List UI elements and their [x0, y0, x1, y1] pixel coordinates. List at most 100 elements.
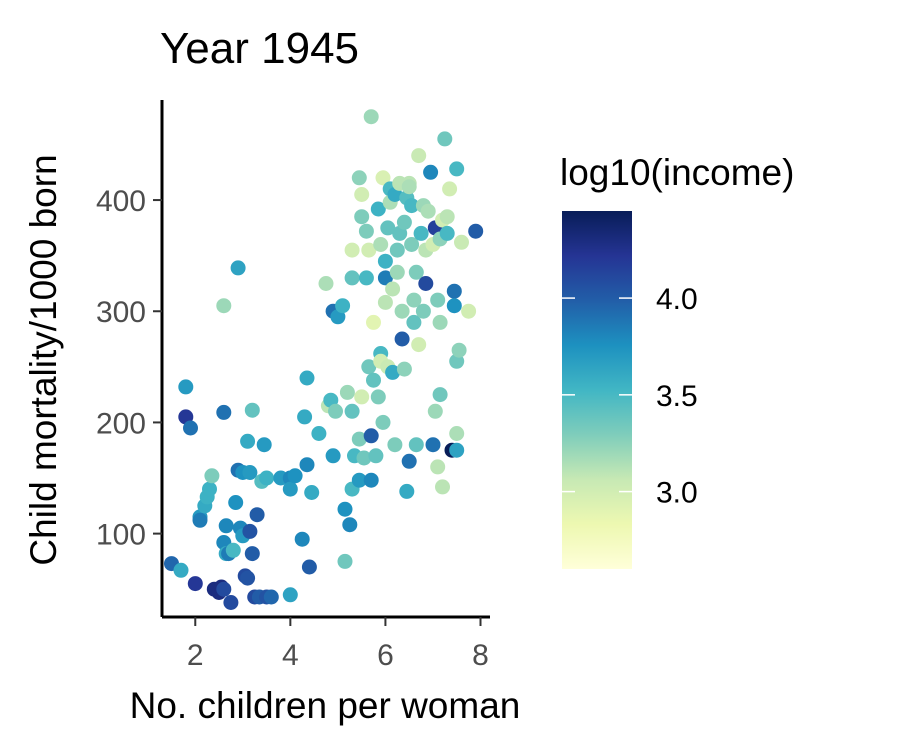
data-point [319, 276, 334, 291]
data-point [452, 343, 467, 358]
data-point [411, 337, 426, 352]
data-point [397, 362, 412, 377]
data-point [259, 471, 274, 486]
data-point [390, 265, 405, 280]
x-tick-label: 8 [472, 639, 489, 672]
data-point [264, 590, 279, 605]
data-point [397, 215, 412, 230]
data-point [387, 437, 402, 452]
data-point [326, 448, 341, 463]
data-point [395, 304, 410, 319]
data-point [245, 403, 260, 418]
data-point [399, 484, 414, 499]
data-point [231, 260, 246, 275]
data-point [242, 465, 257, 480]
data-point [300, 371, 315, 386]
data-point [288, 468, 303, 483]
data-point [430, 293, 445, 308]
data-point [345, 243, 360, 258]
data-point [414, 226, 429, 241]
data-point [366, 373, 381, 388]
data-point [449, 443, 464, 458]
data-point [402, 179, 417, 194]
data-point [240, 434, 255, 449]
data-point [242, 524, 257, 539]
data-point [216, 405, 231, 420]
data-point [426, 437, 441, 452]
data-point [421, 204, 436, 219]
data-point [245, 546, 260, 561]
data-point [302, 560, 317, 575]
data-point [240, 571, 255, 586]
data-point [311, 426, 326, 441]
data-point [295, 532, 310, 547]
data-point [423, 165, 438, 180]
data-point [440, 209, 455, 224]
data-point [435, 479, 450, 494]
data-point [188, 576, 203, 591]
legend-tick-label: 4.0 [656, 283, 698, 316]
data-point [352, 170, 367, 185]
data-point [338, 502, 353, 517]
data-point [433, 315, 448, 330]
y-axis-ticks: 100 200 300 400 [96, 185, 162, 552]
data-point [342, 517, 357, 532]
data-point [354, 187, 369, 202]
data-point [183, 421, 198, 436]
data-point [216, 582, 231, 597]
data-point [354, 209, 369, 224]
data-point [440, 226, 455, 241]
chart-title: Year 1945 [160, 24, 359, 73]
data-point [449, 161, 464, 176]
data-point [345, 404, 360, 419]
y-axis-title: Child mortality/1000 born [23, 154, 64, 565]
data-point [219, 518, 234, 533]
data-points [164, 109, 483, 610]
data-point [250, 507, 265, 522]
data-point [454, 235, 469, 250]
data-point [193, 513, 208, 528]
data-point [174, 563, 189, 578]
color-legend: log10(income) 3.03.54.0 [560, 152, 794, 569]
data-point [433, 387, 448, 402]
x-axis-title: No. children per woman [130, 685, 521, 726]
data-point [223, 595, 238, 610]
data-point [371, 389, 386, 404]
x-tick-label: 6 [377, 639, 394, 672]
data-point [442, 181, 457, 196]
data-point [335, 298, 350, 313]
data-point [359, 270, 374, 285]
data-point [430, 459, 445, 474]
data-point [202, 482, 217, 497]
data-point [378, 254, 393, 269]
data-point [402, 454, 417, 469]
data-point [340, 385, 355, 400]
data-point [300, 457, 315, 472]
data-point [449, 426, 464, 441]
data-point [395, 332, 410, 347]
legend-title: log10(income) [560, 152, 794, 193]
y-tick-label: 400 [96, 185, 146, 218]
data-point [257, 437, 272, 452]
data-point [364, 428, 379, 443]
data-point [204, 468, 219, 483]
x-axis-ticks: 2 4 6 8 [187, 617, 489, 672]
data-point [416, 304, 431, 319]
data-point [338, 554, 353, 569]
legend-tick-label: 3.5 [656, 380, 698, 413]
data-point [418, 276, 433, 291]
data-point [437, 131, 452, 146]
data-point [368, 448, 383, 463]
data-point [304, 485, 319, 500]
data-point [447, 284, 462, 299]
data-point [364, 109, 379, 124]
data-point [468, 224, 483, 239]
data-point [345, 270, 360, 285]
y-tick-label: 300 [96, 296, 146, 329]
data-point [390, 243, 405, 258]
data-point [428, 404, 443, 419]
data-point [366, 315, 381, 330]
x-tick-label: 2 [187, 639, 204, 672]
data-point [228, 495, 243, 510]
